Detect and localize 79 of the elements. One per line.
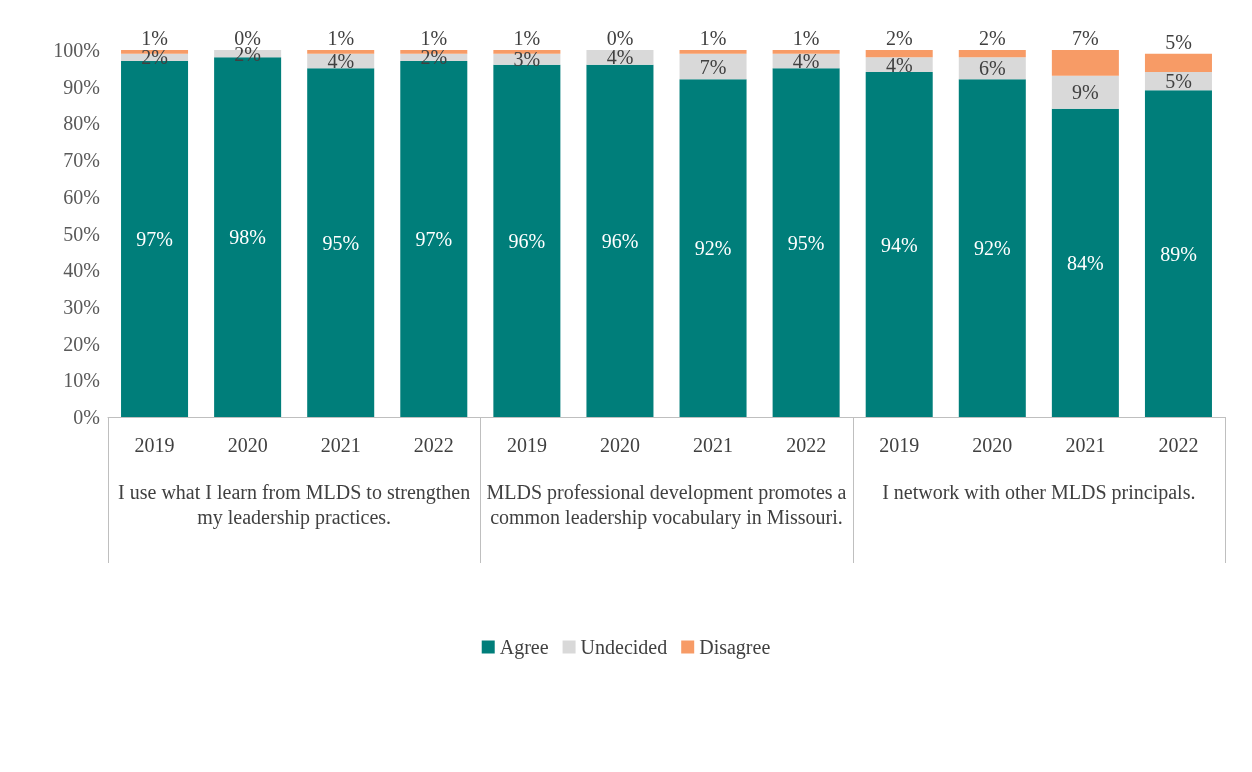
data-label: 2% bbox=[885, 27, 913, 49]
data-label: 0% bbox=[606, 27, 634, 49]
x-tick-label: 2020 bbox=[972, 434, 1013, 456]
bar bbox=[865, 50, 933, 58]
bar bbox=[307, 50, 375, 54]
bar bbox=[1051, 75, 1119, 109]
y-tick-label: 90% bbox=[63, 75, 100, 98]
bar bbox=[586, 64, 654, 417]
bar bbox=[307, 68, 375, 417]
data-label: 9% bbox=[1072, 81, 1099, 104]
text: MLDS professional development promotes a common leadership vocabulary in Missouri. bbox=[485, 480, 848, 530]
y-tick-label: 0% bbox=[73, 406, 100, 428]
bar bbox=[958, 50, 1026, 58]
data-label: 89% bbox=[1160, 242, 1197, 265]
bar bbox=[1144, 53, 1212, 73]
x-tick-label: 2019 bbox=[506, 434, 547, 456]
data-label: 6% bbox=[978, 57, 1006, 80]
data-label: 4% bbox=[606, 46, 634, 69]
data-label: 96% bbox=[601, 229, 639, 252]
bar bbox=[772, 68, 840, 417]
data-label: 1% bbox=[513, 27, 541, 49]
y-tick-label: 50% bbox=[63, 222, 100, 245]
data-label: 1% bbox=[327, 27, 355, 49]
x-tick-label: 2021 bbox=[1065, 434, 1106, 456]
y-tick-label: 40% bbox=[63, 259, 100, 282]
text: I network with other MLDS principals. bbox=[881, 480, 1197, 505]
y-tick-label: 70% bbox=[63, 149, 100, 172]
bar bbox=[958, 79, 1026, 417]
bar bbox=[1051, 50, 1119, 76]
x-tick-label: 2022 bbox=[786, 434, 827, 456]
data-label: 1% bbox=[141, 27, 168, 49]
y-tick-label: 100% bbox=[53, 39, 100, 61]
data-label: 1% bbox=[699, 27, 727, 49]
x-tick-label: 2020 bbox=[227, 434, 268, 456]
data-label: 97% bbox=[136, 228, 173, 251]
y-tick-label: 80% bbox=[63, 112, 100, 135]
data-label: 4% bbox=[327, 50, 355, 73]
bar bbox=[772, 50, 840, 54]
data-label: 5% bbox=[1165, 70, 1192, 93]
bar bbox=[493, 50, 561, 54]
x-tick-label: 2022 bbox=[413, 434, 454, 456]
bar bbox=[1144, 90, 1212, 417]
data-label: 4% bbox=[792, 50, 820, 73]
data-label: 7% bbox=[1072, 27, 1099, 49]
x-tick-label: 2022 bbox=[1158, 434, 1199, 456]
bar bbox=[493, 64, 561, 417]
legend-label: Undecided bbox=[580, 636, 668, 658]
data-label: 1% bbox=[420, 27, 448, 49]
x-tick-label: 2020 bbox=[599, 434, 640, 456]
x-tick-label: 2021 bbox=[320, 434, 361, 456]
y-tick-label: 10% bbox=[63, 369, 100, 392]
legend-label: Disagree bbox=[699, 636, 771, 659]
data-label: 4% bbox=[885, 53, 913, 76]
x-tick-label: 2019 bbox=[879, 434, 920, 456]
y-tick-label: 20% bbox=[63, 332, 100, 355]
data-label: 1% bbox=[792, 27, 820, 49]
y-tick-label: 30% bbox=[63, 295, 100, 318]
data-label: 92% bbox=[694, 237, 732, 260]
x-tick-label: 2021 bbox=[693, 434, 734, 456]
data-label: 7% bbox=[699, 55, 727, 78]
data-label: 98% bbox=[229, 226, 266, 249]
legend-label: Agree bbox=[499, 636, 549, 659]
bar bbox=[679, 79, 747, 417]
data-label: 96% bbox=[508, 229, 546, 252]
data-label: 84% bbox=[1067, 251, 1104, 274]
data-label: 5% bbox=[1165, 30, 1192, 53]
y-tick-label: 60% bbox=[63, 185, 100, 208]
data-label: 3% bbox=[513, 48, 541, 71]
data-label: 97% bbox=[415, 228, 453, 251]
text: I use what I learn from MLDS to strengthen my leadership practices. bbox=[117, 480, 472, 530]
data-label: 94% bbox=[880, 233, 918, 256]
data-label: 95% bbox=[322, 231, 360, 254]
data-label: 95% bbox=[787, 231, 825, 254]
data-label: 2% bbox=[978, 27, 1006, 49]
bar bbox=[679, 50, 747, 54]
data-label: 92% bbox=[973, 237, 1011, 260]
bar bbox=[1051, 108, 1119, 417]
x-tick-label: 2019 bbox=[134, 434, 175, 456]
bar bbox=[865, 72, 933, 417]
